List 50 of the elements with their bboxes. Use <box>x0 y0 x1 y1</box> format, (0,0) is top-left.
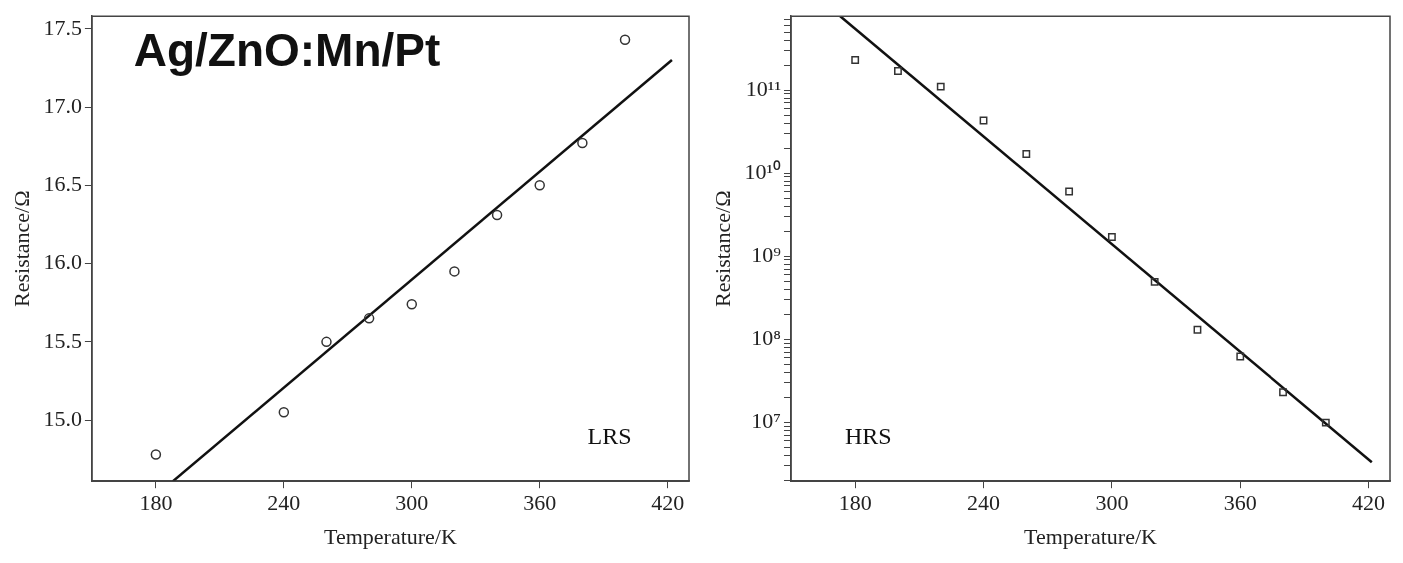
annotation: HRS <box>844 422 892 449</box>
x-tick-label: 240 <box>967 490 1001 516</box>
annotation: Ag/ZnO:Mn/Pt <box>133 23 441 76</box>
point <box>278 407 290 418</box>
point <box>150 449 162 460</box>
point <box>1107 233 1116 241</box>
x-tick-label: 360 <box>523 490 557 516</box>
point <box>894 67 902 75</box>
point <box>321 336 332 348</box>
y-tick-label: 10⁹ <box>751 241 782 267</box>
y-axis-title: Resistance/Ω <box>709 190 735 307</box>
point <box>1279 388 1287 397</box>
point <box>1150 277 1159 286</box>
y-tick-label: 16.0 <box>43 249 82 275</box>
x-axis-title: Temperature/K <box>324 523 457 549</box>
point <box>1193 325 1202 334</box>
y-tick-label: 10¹⁰ <box>744 158 781 184</box>
x-tick-label: 300 <box>1095 490 1129 516</box>
point <box>979 116 988 125</box>
point <box>1065 187 1074 196</box>
y-tick-label: 16.5 <box>43 171 82 197</box>
x-tick-label: 300 <box>395 490 429 516</box>
point <box>534 180 545 191</box>
point <box>851 56 860 64</box>
y-tick-label: 15.5 <box>43 327 82 353</box>
x-tick-label: 240 <box>267 490 301 516</box>
point <box>491 209 503 221</box>
y-tick-label: 17.5 <box>43 14 82 40</box>
point <box>363 313 375 324</box>
point <box>406 299 418 310</box>
point <box>577 137 588 149</box>
y-tick-label: 17.0 <box>43 92 82 118</box>
point <box>619 34 631 45</box>
point <box>1022 150 1031 158</box>
x-axis-title: Temperature/K <box>1024 523 1158 549</box>
y-axis-title: Resistance/Ω <box>8 190 34 307</box>
annotation: LRS <box>587 422 632 449</box>
point <box>1236 352 1245 361</box>
point <box>1321 418 1330 427</box>
x-tick-label: 180 <box>838 490 872 516</box>
x-tick-label: 420 <box>1352 490 1386 516</box>
x-tick-label: 180 <box>139 490 173 516</box>
point <box>936 82 945 91</box>
y-tick-label: 10⁷ <box>751 408 781 434</box>
x-tick-label: 360 <box>1223 490 1257 516</box>
x-tick-label: 420 <box>651 490 685 516</box>
point <box>449 266 460 277</box>
y-tick-label: 15.0 <box>43 405 82 431</box>
y-tick-label: 10¹¹ <box>745 75 781 101</box>
y-tick-label: 10⁸ <box>751 324 781 350</box>
